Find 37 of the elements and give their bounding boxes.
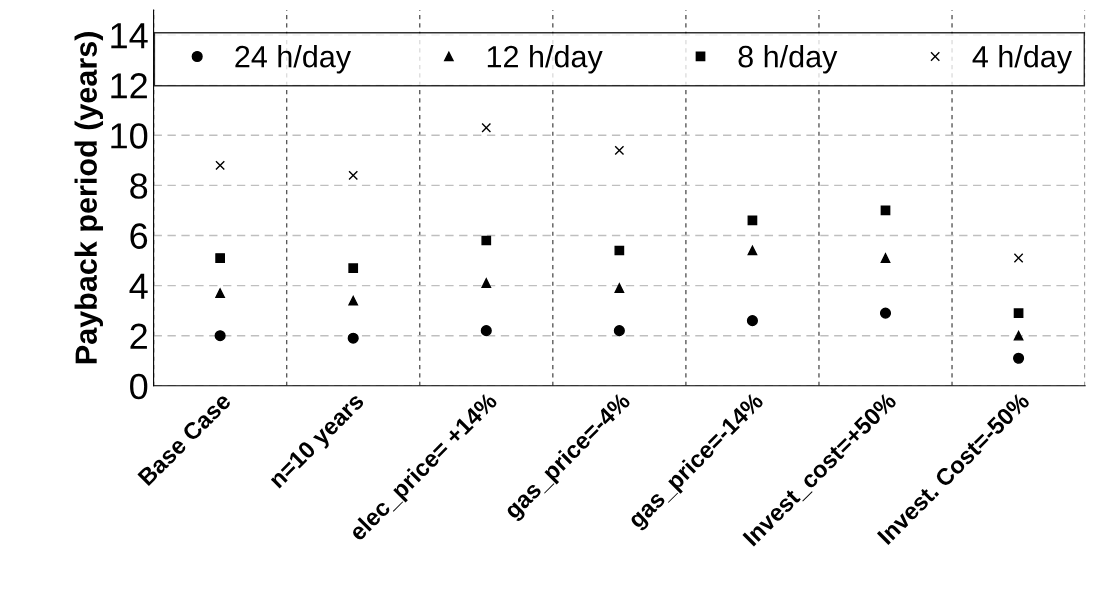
y-tick-label: 8 xyxy=(130,173,148,199)
y-tick-label: 0 xyxy=(130,373,148,400)
point xyxy=(880,253,891,263)
point xyxy=(215,253,225,263)
y-tick-label: 2 xyxy=(130,323,147,349)
point xyxy=(614,245,625,256)
point xyxy=(481,122,492,133)
point xyxy=(613,325,625,337)
point xyxy=(879,307,892,319)
point xyxy=(1013,352,1025,364)
point xyxy=(348,263,359,273)
legend-label: 8 h/day xyxy=(738,45,838,74)
point xyxy=(614,145,625,156)
y-tick-label: 12 xyxy=(111,73,147,99)
point xyxy=(215,160,225,171)
y-tick-label: 10 xyxy=(111,123,148,149)
point xyxy=(481,278,492,288)
point xyxy=(347,332,359,344)
point xyxy=(746,315,758,327)
point xyxy=(481,235,492,246)
point xyxy=(480,325,492,337)
point xyxy=(614,283,625,293)
y-tick-label: 4 xyxy=(129,273,148,299)
y-tick-label: 6 xyxy=(130,223,148,249)
point xyxy=(1013,308,1024,319)
point xyxy=(348,170,359,181)
point xyxy=(214,330,226,342)
point xyxy=(1013,330,1024,341)
legend-label: 4 h/day xyxy=(972,45,1073,74)
y-axis-title: Payback period (years) xyxy=(74,32,104,364)
y-tick-label: 14 xyxy=(111,23,148,49)
legend-label: 12 h/day xyxy=(487,45,603,74)
point xyxy=(215,288,225,298)
point xyxy=(1013,253,1024,263)
point xyxy=(747,245,758,256)
legend-label: 24 h/day xyxy=(235,45,352,74)
point xyxy=(348,295,359,306)
